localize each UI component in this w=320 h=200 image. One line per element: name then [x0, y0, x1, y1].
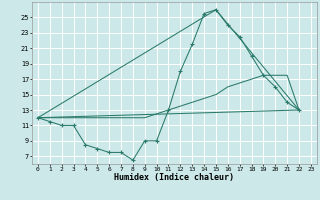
X-axis label: Humidex (Indice chaleur): Humidex (Indice chaleur) — [115, 173, 234, 182]
